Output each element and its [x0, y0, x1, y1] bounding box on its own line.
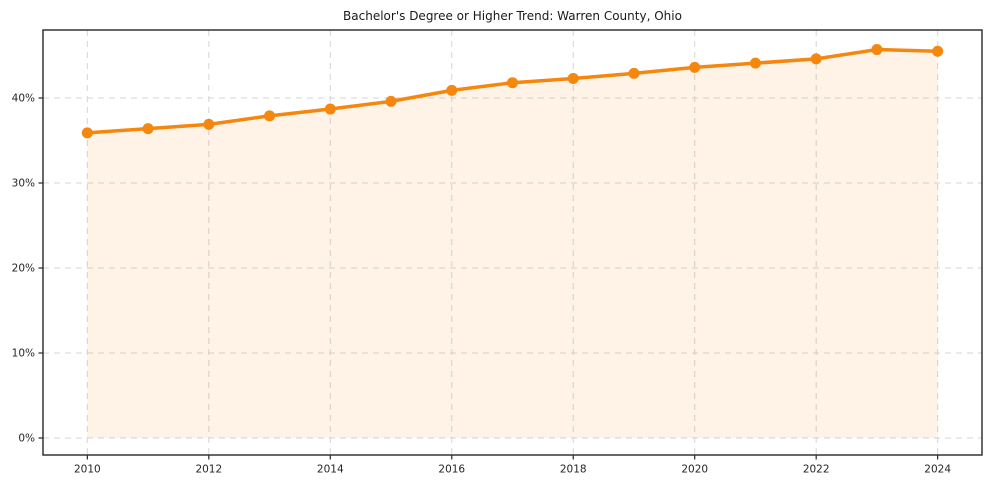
- data-point-2010: [81, 127, 93, 139]
- data-point-2012: [203, 118, 215, 130]
- data-point-2016: [446, 84, 458, 96]
- data-point-2015: [385, 95, 397, 107]
- data-point-2024: [932, 45, 944, 57]
- x-tick-label: 2016: [438, 464, 465, 476]
- x-tick-label: 2012: [195, 464, 222, 476]
- x-tick-label: 2014: [317, 464, 344, 476]
- y-tick-label: 10%: [12, 348, 35, 360]
- plot-border: [42, 29, 983, 456]
- data-point-2018: [567, 72, 579, 84]
- data-point-2022: [810, 53, 822, 65]
- y-tick-label: 40%: [12, 93, 35, 105]
- x-tick-label: 2010: [74, 464, 101, 476]
- data-point-2011: [142, 123, 154, 135]
- data-point-2013: [264, 110, 276, 122]
- y-tick-label: 20%: [12, 263, 35, 275]
- y-tick-label: 30%: [12, 178, 35, 190]
- data-point-2023: [871, 44, 883, 56]
- chart-title: Bachelor's Degree or Higher Trend: Warre…: [343, 9, 682, 23]
- data-point-2014: [324, 103, 336, 115]
- x-tick-label: 2020: [681, 464, 708, 476]
- x-tick-label: 2024: [924, 464, 951, 476]
- data-point-2017: [507, 77, 518, 89]
- area-fill: [87, 49, 938, 439]
- x-tick-label: 2022: [803, 464, 830, 476]
- data-point-2020: [689, 61, 701, 73]
- data-point-2019: [628, 67, 640, 79]
- x-tick-label: 2018: [560, 464, 587, 476]
- y-tick-label: 0%: [18, 433, 35, 445]
- data-point-2021: [749, 57, 761, 69]
